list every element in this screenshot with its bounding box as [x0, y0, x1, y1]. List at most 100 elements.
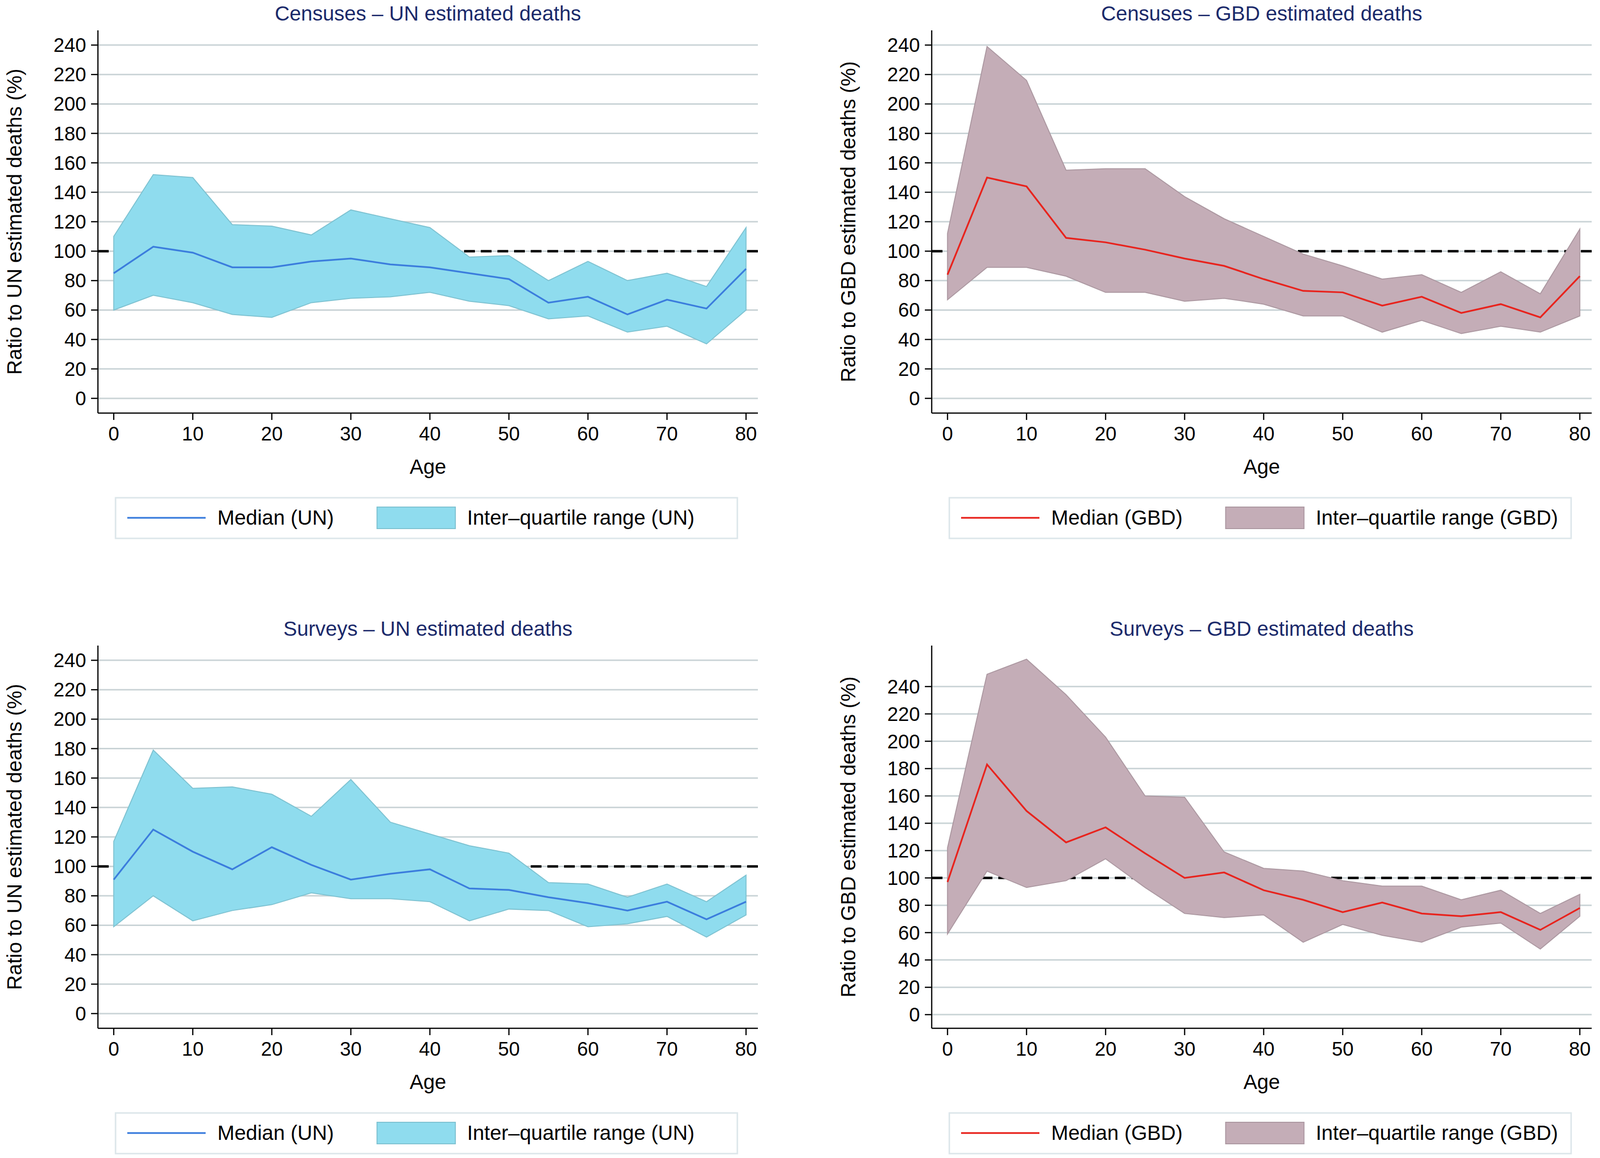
y-tick [924, 309, 932, 311]
y-tick [91, 338, 98, 341]
y-tick [924, 250, 932, 253]
x-tick [946, 413, 949, 421]
y-tick [91, 280, 98, 282]
x-tick [113, 413, 115, 421]
grid-line [931, 1014, 1592, 1016]
y-tick-label: 60 [64, 299, 87, 321]
y-tick-label: 220 [53, 679, 87, 701]
y-tick-label: 0 [75, 1003, 87, 1025]
x-tick-label: 60 [577, 423, 600, 445]
y-tick [91, 44, 98, 47]
x-tick [350, 413, 352, 421]
grid-line [97, 659, 758, 662]
y-tick-label: 0 [909, 387, 920, 410]
legend-label: Median (GBD) [1051, 506, 1183, 530]
y-tick-label: 140 [887, 181, 920, 204]
panel: Censuses – UN estimated deaths0204060801… [2, 1, 758, 539]
y-tick-label: 120 [887, 211, 920, 233]
grid-line [97, 689, 758, 691]
y-tick [924, 987, 932, 989]
y-tick [924, 740, 932, 743]
y-tick [91, 748, 98, 750]
y-tick [91, 807, 98, 809]
x-tick-label: 50 [497, 1038, 520, 1060]
x-tick [1500, 413, 1502, 421]
iqr-band [113, 750, 746, 938]
y-tick-label: 20 [898, 976, 921, 999]
x-tick-label: 20 [1094, 1038, 1117, 1060]
grid-line [97, 162, 758, 164]
y-tick [924, 338, 932, 341]
grid-line [97, 338, 758, 341]
grid-line [97, 44, 758, 47]
iqr-band [947, 659, 1580, 950]
y-tick [91, 398, 98, 400]
x-tick [666, 1028, 668, 1036]
x-tick-label: 30 [339, 1038, 362, 1060]
y-tick [924, 398, 932, 400]
grid-line [97, 954, 758, 956]
y-tick [924, 1014, 932, 1016]
y-tick [924, 103, 932, 105]
legend-swatch [376, 507, 456, 529]
plot-area [97, 174, 758, 345]
x-axis [97, 1028, 758, 1030]
y-tick [924, 795, 932, 798]
grid-line [931, 44, 1592, 47]
x-tick-label: 0 [108, 423, 119, 445]
x-tick-label: 20 [1094, 423, 1117, 445]
y-tick [91, 132, 98, 135]
x-tick-label: 20 [260, 423, 283, 445]
median-line [113, 246, 746, 315]
y-axis [97, 645, 99, 1029]
x-tick-label: 70 [656, 1038, 679, 1060]
x-tick [587, 413, 589, 421]
y-tick [91, 309, 98, 311]
panel: Censuses – GBD estimated deaths020406080… [836, 1, 1592, 539]
x-tick-label: 0 [108, 1038, 119, 1060]
title: Censuses – GBD estimated deaths [1101, 1, 1423, 25]
x-tick [1263, 1028, 1265, 1036]
y-tick [91, 191, 98, 194]
grid-line [97, 777, 758, 779]
y-tick-label: 160 [887, 785, 920, 807]
median-line [113, 829, 746, 920]
x-tick-label: 70 [656, 423, 679, 445]
grid-line [931, 959, 1592, 962]
y-tick-label: 40 [898, 949, 921, 971]
y-tick [91, 924, 98, 927]
y-tick [924, 713, 932, 715]
y-tick [924, 686, 932, 688]
iqr-band [947, 46, 1580, 334]
x-tick-label: 50 [1331, 1038, 1354, 1060]
y-tick [91, 984, 98, 986]
y-tick [91, 368, 98, 371]
legend: Median (UN)Inter–quartile range (UN) [115, 497, 738, 539]
x-tick-label: 0 [941, 1038, 953, 1060]
x-tick-label: 50 [1331, 423, 1354, 445]
y-tick [924, 44, 932, 47]
x-tick [1421, 1028, 1423, 1036]
plot-area [97, 750, 758, 938]
x-tick [271, 413, 273, 421]
y-tick [91, 1013, 98, 1015]
legend-swatch [961, 517, 1040, 519]
x-tick [429, 1028, 431, 1036]
y-tick-label: 40 [898, 329, 921, 351]
y-tick-label: 100 [53, 240, 87, 262]
x-tick [946, 1028, 949, 1036]
x-tick [508, 413, 510, 421]
x-tick-label: 70 [1489, 423, 1512, 445]
y-tick-label: 160 [53, 767, 87, 790]
median-line [947, 764, 1580, 931]
grid-line [931, 987, 1592, 989]
legend-label: Median (GBD) [1051, 1121, 1183, 1145]
y-tick [924, 877, 932, 880]
median-line [947, 177, 1580, 318]
figure: Censuses – UN estimated deaths0204060801… [0, 0, 1600, 1158]
y-axis [931, 645, 933, 1029]
grid-line [97, 718, 758, 721]
x-tick-label: 10 [181, 423, 204, 445]
grid-line [97, 397, 758, 400]
y-tick-label: 20 [64, 358, 87, 380]
